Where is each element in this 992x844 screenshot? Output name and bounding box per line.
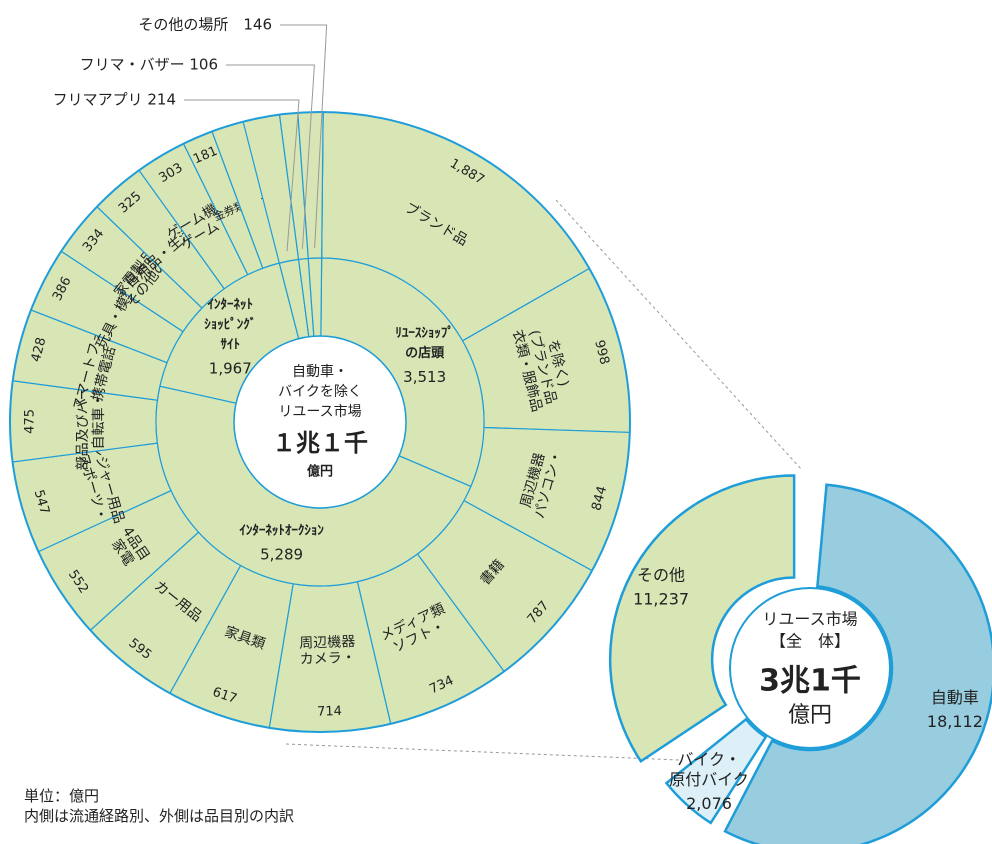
center-line-2: バイクを除く	[278, 384, 362, 400]
donut-slice-value: 2,076	[686, 794, 732, 813]
center-unit: 億円	[307, 464, 333, 480]
outer-value-label: 714	[317, 704, 342, 720]
callout-label: フリマ・バザー 106	[80, 56, 218, 74]
donut-slice-label: 自動車	[931, 688, 979, 707]
connector-bottom	[286, 744, 680, 760]
donut-center-line-2: 【全 体】	[770, 632, 850, 651]
unit-note: 単位：億円	[24, 786, 99, 806]
inner-channel-label: ｼｮｯﾋﾟﾝｸﾞ	[204, 316, 256, 332]
donut-slice-value: 18,112	[927, 712, 983, 731]
outer-category-label: カメラ・	[300, 650, 356, 668]
inner-channel-label: ｻｲﾄ	[221, 337, 241, 352]
inner-channel-label: の店頭	[405, 345, 445, 361]
center-line-3: リユース市場	[278, 403, 361, 420]
inner-channel-label: ﾘﾕｰｽｼｮｯﾌﾟ	[395, 325, 454, 341]
inner-channel-value: 3,513	[403, 368, 446, 386]
inner-channel-value: 5,289	[260, 545, 303, 563]
donut-slice-label: その他	[637, 566, 685, 585]
donut-slice-value: 11,237	[633, 590, 689, 609]
donut-center-total: 3兆1千	[759, 664, 861, 699]
center-line-1: 自動車・	[292, 363, 348, 380]
inner-channel-label: ｲﾝﾀｰﾈｯﾄｵｰｸｼｮﾝ	[239, 523, 324, 538]
outer-value-label: 475	[22, 409, 37, 434]
center-total: １兆１千	[272, 429, 368, 457]
inner-channel-label: ｲﾝﾀｰﾈｯﾄ	[208, 297, 254, 312]
explanation-note: 内側は流通経路別、外側は品目別の内訳	[24, 806, 294, 826]
inner-channel-value: 1,967	[209, 359, 252, 377]
donut-slice-label: 原付バイク	[669, 770, 749, 789]
donut-center-line-1: リユース市場	[762, 610, 857, 629]
callout-label: フリマアプリ 214	[53, 91, 176, 109]
callout-label: その他の場所 146	[138, 16, 272, 34]
outer-category-label: 周辺機器	[299, 634, 355, 652]
donut-slice-label: バイク・	[677, 750, 740, 769]
center-circle	[234, 336, 406, 508]
donut-center-unit: 億円	[788, 703, 832, 728]
